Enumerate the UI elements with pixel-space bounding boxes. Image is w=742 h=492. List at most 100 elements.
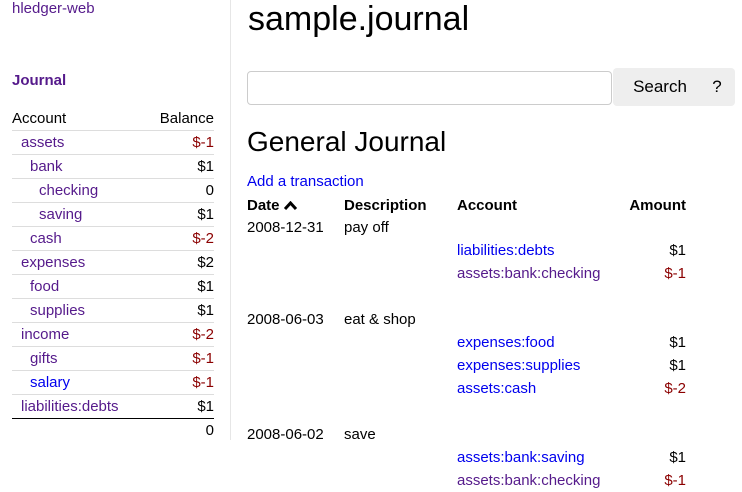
account-cell: cash — [12, 226, 146, 251]
account-row: income $-2 — [12, 322, 214, 347]
posting-amount: $-1 — [664, 265, 686, 282]
empty-cell — [344, 354, 457, 377]
total-row: 0 — [12, 418, 214, 442]
account-link[interactable]: bank — [30, 157, 63, 175]
account-row: saving $1 — [12, 202, 214, 227]
account-link[interactable]: liabilities:debts — [21, 397, 119, 415]
amount-header: Amount — [629, 196, 686, 214]
transaction-description: save — [344, 426, 376, 443]
empty-cell — [344, 331, 457, 354]
posting-amount: $1 — [669, 334, 686, 351]
account-cell: liabilities:debts — [12, 394, 146, 419]
transaction-description: eat & shop — [344, 311, 416, 328]
account-balance: $2 — [145, 250, 214, 275]
account-balance: $-2 — [145, 226, 214, 251]
account-balance: 0 — [145, 178, 214, 203]
empty-cell — [247, 446, 344, 469]
journal-link[interactable]: Journal — [12, 72, 67, 89]
account-header: Account — [12, 108, 146, 131]
journal-table: Date Description Account Amount 2008-12-… — [247, 194, 686, 492]
posting-row: assets:cash $-2 — [247, 377, 686, 400]
posting-amount: $1 — [669, 449, 686, 466]
posting-amount: $1 — [669, 357, 686, 374]
posting-row: assets:bank:checking $-1 — [247, 262, 686, 285]
balance-header: Balance — [145, 108, 214, 131]
account-link[interactable]: food — [30, 277, 60, 295]
posting-account-link[interactable]: assets:cash — [457, 380, 537, 397]
account-cell: bank — [12, 154, 146, 179]
account-row: liabilities:debts $1 — [12, 394, 214, 419]
empty-cell — [344, 262, 457, 285]
account-link[interactable]: checking — [39, 181, 99, 199]
spacer-row — [247, 400, 686, 423]
account-row: expenses $2 — [12, 250, 214, 275]
search-input[interactable] — [247, 71, 612, 105]
posting-row: liabilities:debts $1 — [247, 239, 686, 262]
posting-account-link[interactable]: expenses:supplies — [457, 357, 581, 374]
posting-row: expenses:supplies $1 — [247, 354, 686, 377]
sidebar: hledger-web Journal Account Balance asset… — [0, 0, 231, 440]
account-cell: expenses — [12, 250, 146, 275]
total-balance: 0 — [205, 421, 214, 439]
brand-link[interactable]: hledger-web — [12, 0, 95, 17]
chevron-up-icon — [283, 200, 297, 210]
journal-title: General Journal — [247, 126, 447, 157]
empty-cell — [247, 262, 344, 285]
account-balance: $-2 — [145, 322, 214, 347]
account-cell: assets — [12, 130, 146, 155]
posting-account-link[interactable]: expenses:food — [457, 334, 555, 351]
account-link[interactable]: assets — [21, 133, 65, 151]
description-header: Description — [344, 196, 427, 214]
empty-cell — [247, 377, 344, 400]
account-cell: food — [12, 274, 146, 299]
transaction-date: 2008-12-31 — [247, 219, 324, 236]
total-label — [12, 418, 146, 442]
transaction-date: 2008-06-03 — [247, 311, 324, 328]
account-cell: supplies — [12, 298, 146, 323]
account-row: bank $1 — [12, 154, 214, 179]
account-link[interactable]: supplies — [30, 301, 86, 319]
spacer — [247, 285, 686, 308]
transaction-row: 2008-06-03 eat & shop — [247, 308, 686, 331]
posting-account-link[interactable]: assets:bank:checking — [457, 265, 601, 282]
account-link[interactable]: cash — [30, 229, 62, 247]
date-header-label: Date — [247, 196, 280, 214]
empty-cell — [344, 446, 457, 469]
account-balance: $1 — [145, 202, 214, 227]
posting-row: assets:bank:saving $1 — [247, 446, 686, 469]
account-balance: $-1 — [145, 346, 214, 371]
accounts-table: Account Balance assets $-1 bank $1 checking 0 s… — [12, 108, 214, 442]
empty-cell — [247, 239, 344, 262]
account-row: salary $-1 — [12, 370, 214, 395]
account-cell: salary — [12, 370, 146, 395]
account-link[interactable]: salary — [30, 373, 71, 391]
account-row: checking 0 — [12, 178, 214, 203]
posting-amount: $1 — [669, 242, 686, 259]
account-link[interactable]: gifts — [30, 349, 58, 367]
spacer — [247, 400, 686, 423]
add-transaction-link[interactable]: Add a transaction — [247, 173, 364, 190]
account-balance: $-1 — [145, 130, 214, 155]
account-balance: $1 — [145, 274, 214, 299]
search-button[interactable]: Search — [613, 68, 707, 106]
transaction-description: pay off — [344, 219, 389, 236]
empty-cell — [344, 377, 457, 400]
account-link[interactable]: income — [21, 325, 70, 343]
account-cell: saving — [12, 202, 146, 227]
account-cell: gifts — [12, 346, 146, 371]
help-button[interactable]: ? — [699, 68, 735, 106]
transaction-date: 2008-06-02 — [247, 426, 324, 443]
account-row: supplies $1 — [12, 298, 214, 323]
posting-account-link[interactable]: liabilities:debts — [457, 242, 555, 259]
empty-cell — [344, 239, 457, 262]
posting-amount: $-2 — [664, 380, 686, 397]
spacer-row — [247, 285, 686, 308]
account-cell: checking — [12, 178, 146, 203]
empty-cell — [247, 331, 344, 354]
posting-row: expenses:food $1 — [247, 331, 686, 354]
account-link[interactable]: expenses — [21, 253, 86, 271]
account-link[interactable]: saving — [39, 205, 83, 223]
page-title: sample.journal — [248, 0, 470, 38]
posting-account-link[interactable]: assets:bank:saving — [457, 449, 585, 466]
date-header[interactable]: Date — [247, 194, 344, 216]
